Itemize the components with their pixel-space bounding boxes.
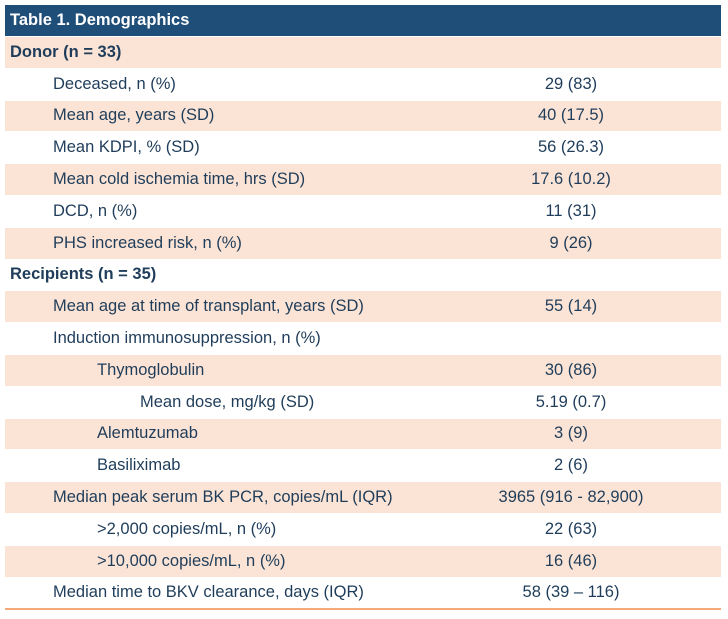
table-row: >2,000 copies/mL, n (%) 22 (63) (5, 512, 721, 545)
row-label: Basiliximab (97, 456, 181, 475)
row-value: 22 (63) (544, 519, 598, 538)
row-value: 11 (31) (545, 201, 597, 220)
table-row: Median peak serum BK PCR, copies/mL (IQR… (5, 481, 721, 513)
row-label: Mean cold ischemia time, hrs (SD) (53, 170, 306, 189)
section-header-row: Recipients (n = 35) (5, 258, 721, 291)
table-row: Mean KDPI, % (SD) 56 (26.3) (5, 131, 721, 163)
row-value: 40 (17.5) (537, 106, 605, 125)
row-label: >10,000 copies/mL, n (%) (97, 551, 286, 570)
table-row: Mean age, years (SD) 40 (17.5) (5, 99, 721, 132)
section-label: Donor (n = 33) (10, 42, 122, 61)
row-value: 30 (86) (544, 360, 598, 379)
table-row: DCD, n (%) 11 (31) (5, 194, 721, 227)
row-value: 5.19 (0.7) (535, 392, 607, 411)
row-label: Alemtuzumab (97, 424, 198, 443)
table-row: PHS increased risk, n (%) 9 (26) (5, 226, 721, 259)
row-label: Median time to BKV clearance, days (IQR) (53, 583, 364, 602)
demographics-table: Table 1. Demographics Donor (n = 33) Dece… (5, 5, 721, 611)
row-value: 17.6 (10.2) (531, 170, 611, 189)
row-value: 2 (6) (554, 456, 588, 475)
row-label: >2,000 copies/mL, n (%) (97, 519, 277, 538)
table-row: Induction immunosuppression, n (%) (5, 322, 721, 354)
table-body: Donor (n = 33) Deceased, n (%) 29 (83) Mean… (5, 36, 721, 608)
row-label: Deceased, n (%) (53, 74, 176, 93)
table-row: Mean cold ischemia time, hrs (SD) 17.6 (1… (5, 163, 721, 195)
row-label: Median peak serum BK PCR, copies/mL (IQR… (53, 488, 393, 507)
table-row: Mean dose, mg/kg (SD) 5.19 (0.7) (5, 385, 721, 418)
row-label: Mean dose, mg/kg (SD) (140, 392, 315, 411)
row-value: 3965 (916 - 82,900) (498, 488, 644, 507)
row-label: DCD, n (%) (53, 201, 138, 220)
section-header-row: Donor (n = 33) (5, 36, 721, 68)
table-row: Alemtuzumab 3 (9) (5, 417, 721, 450)
table-row: >10,000 copies/mL, n (%) 16 (46) (5, 544, 721, 577)
table-row: Basiliximab 2 (6) (5, 449, 721, 481)
row-value: 9 (26) (549, 233, 593, 252)
table-row: Mean age at time of transplant, years (S… (5, 290, 721, 323)
row-value: 3 (9) (554, 424, 588, 443)
row-value: 56 (26.3) (537, 138, 605, 157)
table-row: Thymoglobulin 30 (86) (5, 353, 721, 386)
row-label: PHS increased risk, n (%) (53, 233, 242, 252)
row-value: 55 (14) (544, 297, 598, 316)
row-value: 16 (46) (544, 551, 598, 570)
table-row: Median time to BKV clearance, days (IQR)… (5, 576, 721, 609)
row-value: 58 (39 – 116) (522, 583, 620, 602)
row-label: Mean age at time of transplant, years (S… (53, 297, 364, 316)
row-label: Mean KDPI, % (SD) (53, 138, 200, 157)
table-title: Table 1. Demographics (5, 5, 721, 36)
section-label: Recipients (n = 35) (10, 265, 157, 284)
row-value: 29 (83) (544, 74, 598, 93)
row-label: Induction immunosuppression, n (%) (53, 329, 321, 348)
row-label: Thymoglobulin (97, 360, 205, 379)
table-row: Deceased, n (%) 29 (83) (5, 67, 721, 100)
row-label: Mean age, years (SD) (53, 106, 215, 125)
